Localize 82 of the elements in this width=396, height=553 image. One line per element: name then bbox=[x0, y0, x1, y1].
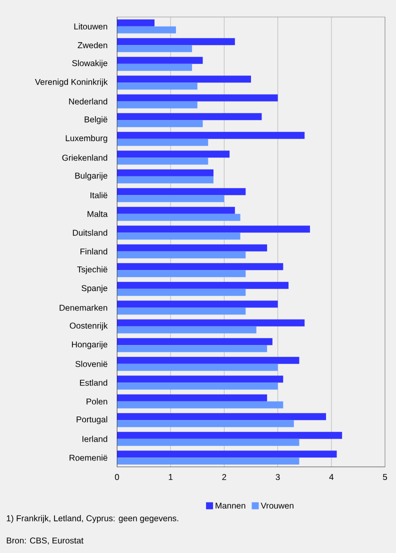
y-tick-label: Italië bbox=[90, 192, 108, 198]
y-tick-label: Nederland bbox=[69, 98, 108, 104]
bar bbox=[117, 420, 294, 428]
bar bbox=[117, 132, 305, 139]
y-tick-label: Ierland bbox=[82, 436, 108, 442]
y-tick-label: Portugal bbox=[76, 416, 108, 424]
bar bbox=[117, 345, 268, 352]
bar bbox=[117, 270, 246, 278]
bar bbox=[117, 401, 284, 408]
bar bbox=[117, 188, 246, 196]
x-tick-label: 4 bbox=[329, 474, 334, 480]
x-tick-label: 2 bbox=[222, 474, 226, 480]
bar bbox=[117, 94, 278, 102]
y-tick-label: Bulgarije bbox=[75, 172, 108, 180]
bar bbox=[117, 138, 208, 146]
bar bbox=[117, 169, 214, 176]
bar bbox=[117, 38, 235, 46]
bar bbox=[117, 26, 176, 34]
bar bbox=[117, 206, 235, 214]
bar bbox=[117, 450, 337, 458]
bar bbox=[117, 300, 278, 308]
bar bbox=[117, 76, 251, 83]
legend-label: Vrouwen bbox=[260, 502, 294, 509]
bar bbox=[117, 263, 284, 270]
x-tick-label: 0 bbox=[114, 474, 120, 480]
y-tick-label: Spanje bbox=[82, 284, 108, 293]
y-tick-label: Finland bbox=[80, 248, 108, 254]
bar bbox=[117, 364, 278, 371]
bar bbox=[117, 432, 342, 439]
bar bbox=[117, 64, 192, 71]
bar bbox=[117, 150, 230, 158]
bar bbox=[117, 176, 214, 184]
bar bbox=[117, 438, 300, 446]
y-tick-label: Griekenland bbox=[62, 154, 108, 161]
y-tick-label: Polen bbox=[86, 398, 108, 404]
y-tick-label: Duitsland bbox=[72, 230, 108, 236]
legend-label: Mannen bbox=[216, 502, 246, 509]
y-tick-label: Zweden bbox=[78, 42, 108, 48]
bar bbox=[117, 338, 272, 346]
bar bbox=[117, 120, 203, 128]
text: Bron: CBS, Eurostat bbox=[6, 537, 84, 545]
bar bbox=[117, 251, 246, 258]
y-tick-label: Denemarken bbox=[60, 304, 108, 311]
x-tick-label: 1 bbox=[168, 474, 173, 480]
bar bbox=[117, 82, 198, 90]
y-tick-label: Tsjechië bbox=[77, 266, 108, 274]
y-tick-label: Hongarije bbox=[72, 341, 108, 350]
y-tick-label: Verenigd Koninkrijk bbox=[34, 78, 108, 87]
x-tick-label: 3 bbox=[276, 474, 280, 480]
bar bbox=[117, 394, 268, 402]
bar bbox=[117, 214, 240, 221]
bar bbox=[117, 158, 208, 165]
y-tick-label: Malta bbox=[88, 210, 108, 217]
bar bbox=[117, 244, 268, 252]
y-tick-label: België bbox=[84, 116, 108, 124]
bar bbox=[117, 226, 310, 233]
bar bbox=[117, 45, 192, 52]
y-tick-label: Litouwen bbox=[74, 23, 108, 30]
bar bbox=[117, 56, 203, 64]
bar bbox=[117, 382, 278, 390]
bar bbox=[117, 376, 284, 383]
bar bbox=[117, 413, 326, 420]
y-tick-label: Oostenrijk bbox=[70, 322, 108, 330]
y-tick-label: Slowakije bbox=[72, 60, 108, 68]
y-tick-label: Slovenië bbox=[75, 360, 108, 367]
bar bbox=[117, 101, 198, 108]
bar bbox=[117, 356, 300, 364]
bar bbox=[117, 195, 224, 202]
bar bbox=[117, 319, 305, 326]
text: 1) Frankrijk, Letland, Cyprus: geen gegevens. bbox=[6, 515, 178, 523]
bar bbox=[117, 308, 246, 315]
x-tick-label: 5 bbox=[382, 474, 388, 480]
y-tick-label: Luxemburg bbox=[66, 134, 108, 143]
bar bbox=[117, 458, 300, 465]
bar bbox=[117, 19, 155, 26]
bar bbox=[117, 326, 256, 334]
bar bbox=[117, 288, 246, 296]
bar bbox=[117, 232, 240, 240]
bar bbox=[117, 282, 289, 289]
y-tick-label: Roemenië bbox=[70, 454, 108, 461]
y-tick-label: Estland bbox=[80, 380, 108, 386]
bar bbox=[117, 113, 262, 120]
